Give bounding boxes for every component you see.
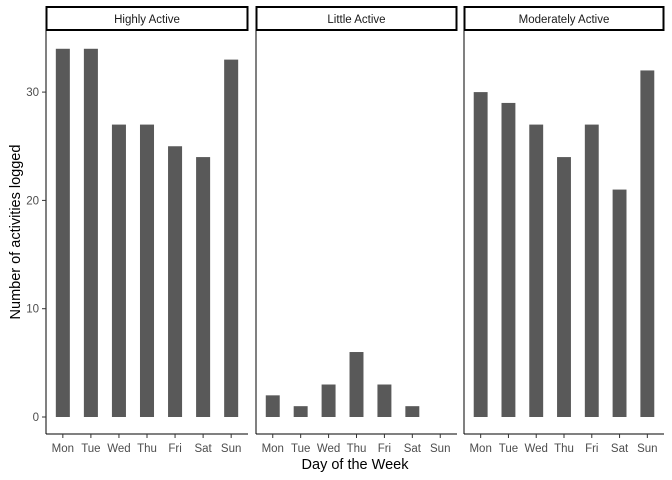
x-tick-label: Mon xyxy=(262,443,284,455)
bar xyxy=(529,124,544,417)
bar xyxy=(196,157,211,417)
x-tick-label: Sat xyxy=(404,443,422,455)
bar xyxy=(473,92,488,417)
y-tick-label: 30 xyxy=(26,87,39,99)
bar xyxy=(83,48,98,417)
x-tick-label: Thu xyxy=(554,443,574,455)
facet-panel: Little Active Mon Tue Wed Thu Fri Sat Sun xyxy=(255,6,458,455)
x-tick-label: Thu xyxy=(137,443,157,455)
y-tick-label: 10 xyxy=(26,304,39,316)
bar xyxy=(612,189,627,417)
bar xyxy=(405,406,420,417)
facet-strip xyxy=(463,6,665,31)
bar xyxy=(349,352,364,417)
bar xyxy=(377,384,392,417)
bar xyxy=(224,59,239,418)
x-tick-label: Tue xyxy=(81,443,100,455)
bar xyxy=(265,395,280,417)
x-tick-label: Sat xyxy=(611,443,629,455)
facet-strip xyxy=(255,6,458,31)
y-axis: 0 10 20 30 xyxy=(26,87,46,424)
bar xyxy=(293,406,308,417)
y-tick-label: 0 xyxy=(33,412,39,424)
bar xyxy=(501,102,516,418)
x-tick-label: Sun xyxy=(430,443,450,455)
x-tick-label: Fri xyxy=(585,443,598,455)
x-tick-label: Fri xyxy=(378,443,391,455)
facet-panel: Moderately Active Mon Tue Wed Thu Fri Sat Sun xyxy=(463,6,665,455)
x-tick-label: Mon xyxy=(52,443,74,455)
bar xyxy=(640,70,655,417)
x-tick-label: Mon xyxy=(469,443,491,455)
y-axis-title: Number of activities logged xyxy=(8,145,24,320)
x-tick-label: Sun xyxy=(221,443,241,455)
bar xyxy=(168,146,183,417)
facet-panel: Highly Active Mon Tue Wed Thu Fri Sat Sun xyxy=(45,6,249,455)
x-tick-label: Wed xyxy=(107,443,130,455)
facet-strip-label: Little Active xyxy=(327,14,385,26)
bar xyxy=(584,124,599,417)
x-tick-label: Thu xyxy=(347,443,367,455)
x-tick-label: Tue xyxy=(291,443,310,455)
bar xyxy=(557,157,571,417)
x-axis-title: Day of the Week xyxy=(302,457,410,473)
x-tick-label: Tue xyxy=(499,443,518,455)
y-tick-label: 20 xyxy=(26,195,39,207)
x-tick-label: Fri xyxy=(168,443,181,455)
bar xyxy=(139,124,155,417)
facet-strip-label: Moderately Active xyxy=(519,14,610,26)
x-tick-label: Sun xyxy=(637,443,657,455)
x-tick-label: Sat xyxy=(194,443,212,455)
x-tick-label: Wed xyxy=(317,443,340,455)
x-tick-label: Wed xyxy=(524,443,547,455)
bar xyxy=(55,48,70,417)
facet-strip xyxy=(45,6,249,31)
bar xyxy=(321,384,336,417)
bar xyxy=(111,124,126,417)
facet-strip-label: Highly Active xyxy=(114,14,180,26)
